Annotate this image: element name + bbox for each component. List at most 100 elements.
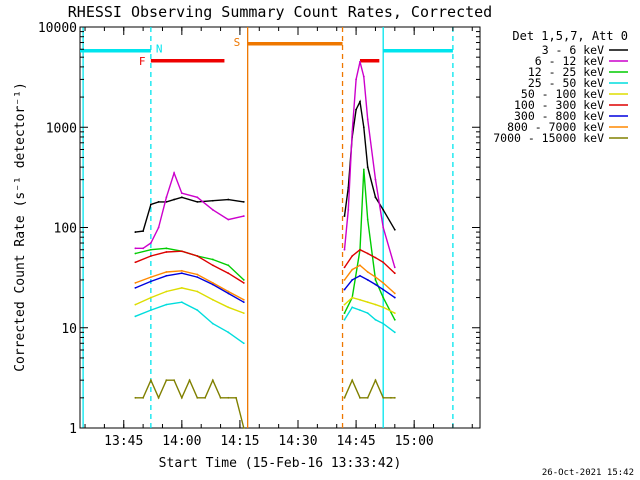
series-3-point: [374, 318, 377, 321]
series-4-point: [242, 312, 245, 315]
series-6-point: [393, 296, 396, 299]
series-2-point: [134, 252, 137, 255]
series-3-point: [196, 309, 199, 311]
series-6: [134, 272, 396, 304]
series-2-point: [242, 279, 245, 281]
series-8-point: [149, 379, 152, 382]
series-8-point: [382, 396, 385, 399]
legend-label-8: 7000 - 15000 keV: [493, 131, 604, 145]
series-3-point: [366, 312, 369, 315]
series-8-point: [366, 396, 369, 399]
series-5: [134, 248, 396, 284]
axis-ticks: 13:45 14:00 14:15 14:30 14:45 15:00 1 10 100 1000…: [38, 21, 480, 449]
series-8-point: [157, 396, 160, 399]
series-1-point: [134, 247, 137, 250]
y-tick-label: 1000: [46, 121, 77, 136]
series-5-point: [165, 251, 168, 253]
series-5-point: [242, 282, 245, 284]
series-3-point: [165, 303, 168, 306]
legend-label-1: 6 - 12 keV: [535, 54, 604, 68]
series-1-point: [343, 248, 346, 251]
series-8-point: [242, 427, 245, 429]
series-3-point: [227, 331, 230, 334]
chart-title: RHESSI Observing Summary Count Rates, Co…: [68, 3, 492, 21]
series-0-point: [359, 100, 361, 103]
series-8-point: [173, 379, 175, 382]
series-0-point: [173, 198, 175, 201]
series-2-point: [362, 168, 365, 171]
series-3-point: [134, 315, 137, 318]
series-3-line-0: [135, 301, 245, 344]
series-5-point: [180, 250, 183, 253]
series-1-point: [393, 266, 396, 269]
flag-n-label: N: [156, 43, 163, 56]
series-1-point: [196, 196, 199, 199]
series-5-point: [134, 261, 137, 264]
series-1-point: [211, 208, 214, 211]
series-6-point: [180, 272, 183, 275]
series-1-point: [355, 78, 357, 81]
series-7: [134, 264, 396, 301]
y-tick-label: 1: [69, 422, 77, 437]
series-6-point: [359, 274, 361, 277]
series-5-point: [351, 255, 354, 257]
series-8-point: [188, 379, 191, 382]
series-6-point: [165, 274, 168, 277]
series-0-line-0: [135, 196, 244, 233]
series-1-point: [242, 215, 245, 217]
series-0-point: [343, 215, 346, 217]
series-7-point: [134, 282, 137, 284]
series-5-line-0: [135, 250, 245, 284]
series-1-point: [157, 226, 160, 229]
legend-label-4: 50 - 100 keV: [521, 87, 604, 101]
legend-title: Det 1,5,7, Att 0: [512, 29, 628, 43]
series-4-point: [134, 303, 137, 306]
plot-frame: [79, 26, 481, 429]
series-8: [134, 378, 396, 429]
series-5-point: [359, 248, 361, 251]
x-tick-label: 15:00: [395, 434, 434, 449]
series-5-point: [366, 252, 369, 255]
series-7-point: [359, 264, 361, 267]
legend-label-0: 3 - 6 keV: [542, 43, 604, 57]
series-7-point: [366, 271, 369, 273]
series-6-point: [351, 279, 354, 281]
series-8-point: [180, 396, 183, 399]
series-5-point: [196, 255, 199, 257]
series-1-point: [347, 208, 350, 211]
series-4-point: [180, 286, 183, 289]
series-2-point: [374, 279, 377, 281]
x-tick-label: 13:45: [104, 434, 143, 449]
series-1-point: [362, 75, 365, 78]
series-3-point: [393, 331, 396, 334]
series-5-point: [211, 264, 214, 267]
series-4-point: [343, 303, 346, 306]
series-3-point: [382, 322, 385, 325]
series-2-line-1: [343, 169, 396, 321]
flag-f-label: F: [139, 55, 146, 68]
series-0-line-1: [343, 99, 396, 231]
series-8-point: [351, 379, 354, 382]
series-4-point: [227, 306, 230, 309]
series-4-point: [366, 301, 369, 304]
series-7-point: [374, 276, 377, 279]
series-2-point: [227, 264, 230, 267]
series-0-point: [149, 203, 152, 206]
series-8-point: [235, 396, 237, 399]
series-0-point: [242, 201, 245, 203]
series-2-point: [382, 296, 385, 299]
series-1-point: [351, 130, 354, 133]
series-0-point: [142, 230, 145, 233]
legend-label-6: 300 - 800 keV: [514, 109, 604, 123]
series-8-line-0: [135, 378, 245, 429]
series-8-point: [359, 396, 361, 399]
series-0-point: [157, 201, 160, 203]
series-7-point: [382, 282, 385, 284]
vertical-markers: [82, 27, 454, 428]
series-6-point: [242, 301, 245, 304]
series-5-point: [382, 261, 385, 264]
series-3-point: [343, 318, 346, 321]
series-8-point: [390, 396, 392, 399]
series-7-point: [196, 273, 199, 276]
legend-label-5: 100 - 300 keV: [514, 98, 604, 112]
